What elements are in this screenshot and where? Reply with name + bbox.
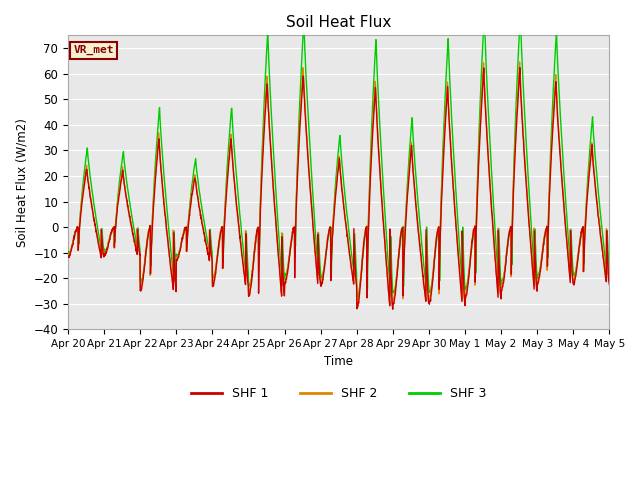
Title: Soil Heat Flux: Soil Heat Flux: [286, 15, 392, 30]
Text: VR_met: VR_met: [74, 45, 114, 55]
X-axis label: Time: Time: [324, 355, 353, 368]
Legend: SHF 1, SHF 2, SHF 3: SHF 1, SHF 2, SHF 3: [186, 383, 492, 406]
Y-axis label: Soil Heat Flux (W/m2): Soil Heat Flux (W/m2): [15, 118, 28, 247]
